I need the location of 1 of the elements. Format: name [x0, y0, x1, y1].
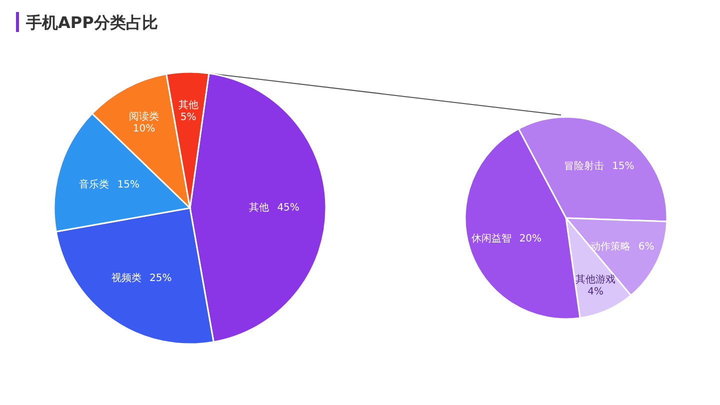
chart-title: 手机APP分类占比 — [25, 13, 158, 32]
